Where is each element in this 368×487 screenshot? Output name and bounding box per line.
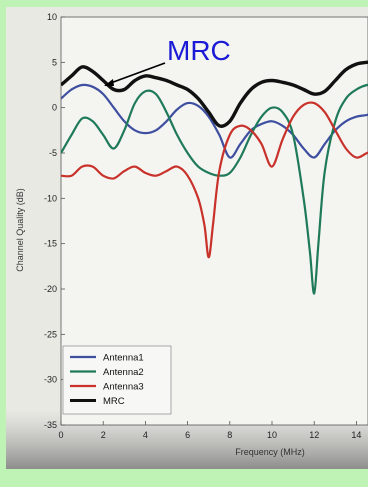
legend-label: Antenna1 [103,353,144,364]
annotation-arrow [104,62,166,86]
x-tick-label: 10 [267,430,277,440]
x-tick-label: 0 [58,430,63,440]
x-tick-label: 14 [351,430,361,440]
series-line-antenna2 [61,83,368,295]
series-line-antenna1 [61,83,368,159]
y-axis: 10 5 0 -5 -10 -15 -20 -25 -30 -35 [44,12,65,430]
y-tick-label: -10 [44,193,57,203]
y-tick-label: 5 [52,57,57,67]
y-tick-label: -5 [49,148,57,158]
y-tick-label: -25 [44,329,57,339]
legend-label: MRC [103,396,125,407]
y-tick-label: 10 [47,12,57,22]
x-tick-label: 4 [143,430,148,440]
x-axis-label: Frequency (MHz) [235,447,305,457]
x-tick-label: 6 [185,430,190,440]
y-tick-label: -15 [44,239,57,249]
x-axis: 0 2 4 6 8 10 12 14 [58,421,361,440]
x-tick-label: 12 [309,430,319,440]
legend: Antenna1 Antenna2 Antenna3 MRC [62,345,172,415]
y-tick-label: 0 [52,103,57,113]
legend-label: Antenna3 [103,382,144,393]
x-tick-label: 2 [101,430,106,440]
series-line-mrc [61,60,368,128]
y-tick-label: -30 [44,375,57,385]
y-tick-label: -20 [44,284,57,294]
y-axis-label: Channel Quality (dB) [15,188,25,272]
mrc-annotation: MRC [167,35,231,66]
y-tick-label: -35 [44,420,57,430]
series-line-antenna3 [61,101,368,259]
legend-label: Antenna2 [103,367,144,378]
x-tick-label: 8 [227,430,232,440]
series-layer [61,60,368,295]
